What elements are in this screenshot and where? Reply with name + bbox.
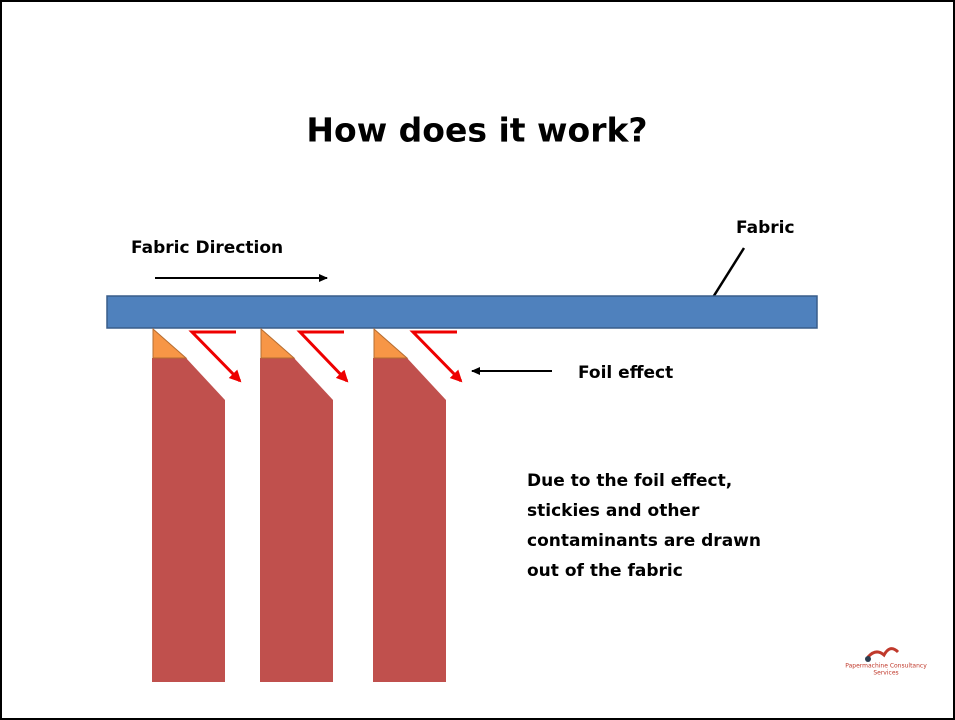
logo-dot bbox=[865, 656, 871, 662]
flow-arrow bbox=[188, 330, 242, 383]
description-line: Due to the foil effect, bbox=[527, 471, 732, 491]
title: How does it work? bbox=[306, 111, 647, 150]
foils bbox=[152, 327, 446, 682]
description-line: stickies and other bbox=[527, 501, 700, 521]
label: Foil effect bbox=[578, 363, 673, 383]
description: Due to the foil effect, stickies and oth… bbox=[527, 471, 761, 581]
description-line: contaminants are drawn bbox=[527, 531, 761, 551]
logo-text: Services bbox=[873, 670, 898, 677]
foil-blade bbox=[152, 358, 225, 682]
logo-text: Papermachine Consultancy bbox=[845, 663, 927, 670]
foil-blade bbox=[260, 358, 333, 682]
logo: Papermachine Consultancy Services bbox=[845, 647, 927, 677]
description-line: out of the fabric bbox=[527, 561, 683, 581]
foil-tip bbox=[152, 327, 188, 359]
foil-blade bbox=[373, 358, 446, 682]
foil-tip bbox=[373, 327, 409, 359]
flow-arrows bbox=[188, 330, 463, 383]
fabric bbox=[106, 295, 818, 329]
label: Fabric Direction bbox=[131, 238, 283, 258]
flow-arrow bbox=[409, 330, 463, 383]
label: Fabric bbox=[736, 218, 795, 238]
flow-arrow bbox=[296, 330, 349, 383]
foil-tip bbox=[260, 327, 296, 359]
logo-mark bbox=[866, 647, 900, 659]
